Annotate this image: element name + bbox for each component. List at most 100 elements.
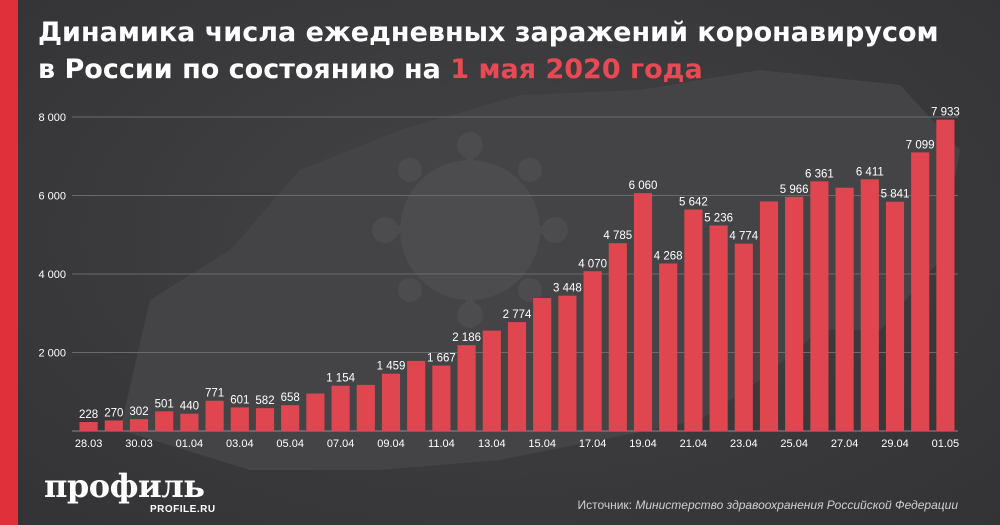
profile-logo[interactable]: профиль bbox=[44, 467, 205, 505]
data-label: 6 411 bbox=[856, 166, 884, 178]
data-label: 582 bbox=[255, 395, 274, 407]
x-tick-label: 29.04 bbox=[881, 438, 909, 450]
data-label: 1 667 bbox=[427, 353, 456, 365]
x-tick-label: 21.04 bbox=[680, 438, 708, 450]
data-label: 771 bbox=[205, 388, 224, 400]
data-label: 4 268 bbox=[654, 250, 683, 262]
x-tick-label: 03.04 bbox=[226, 438, 254, 450]
bar bbox=[810, 181, 829, 431]
x-tick-label: 11.04 bbox=[428, 438, 455, 450]
data-label: 4 774 bbox=[729, 231, 758, 243]
data-label: 6 361 bbox=[805, 168, 834, 180]
bar bbox=[482, 330, 501, 431]
data-label: 4 070 bbox=[578, 258, 607, 270]
data-label: 440 bbox=[180, 401, 199, 413]
accent-bar bbox=[0, 0, 18, 525]
bar bbox=[885, 201, 905, 431]
bar bbox=[230, 407, 249, 431]
data-label: 3 448 bbox=[553, 283, 582, 295]
data-label: 601 bbox=[230, 394, 249, 406]
bar bbox=[255, 408, 275, 431]
data-labels: 228 270 302 501 440 771 601 582 658 1 154 1 459 1 6… bbox=[79, 107, 960, 421]
x-tick-label: 30.03 bbox=[125, 438, 153, 450]
bar bbox=[104, 420, 123, 431]
source-prefix: Источник: bbox=[577, 498, 636, 512]
profile-logo-url[interactable]: PROFILE.RU bbox=[150, 504, 216, 515]
title-line-2-prefix: в России по состоянию на bbox=[38, 54, 451, 85]
data-label: 2 774 bbox=[503, 309, 532, 321]
data-label: 1 459 bbox=[377, 361, 406, 373]
bar bbox=[129, 419, 149, 431]
x-tick-label: 01.05 bbox=[932, 438, 960, 450]
x-tick-label: 23.04 bbox=[730, 438, 758, 450]
data-label: 2 186 bbox=[452, 332, 481, 344]
bar bbox=[608, 243, 627, 431]
bar bbox=[381, 373, 401, 431]
bar bbox=[79, 422, 98, 431]
bar bbox=[558, 295, 577, 431]
data-label: 1 154 bbox=[326, 373, 355, 385]
title-line-1: Динамика числа ежедневных заражений коро… bbox=[38, 17, 939, 48]
title-date-highlight: 1 мая 2020 года bbox=[450, 54, 703, 85]
x-tick-label: 15.04 bbox=[528, 438, 556, 450]
x-tick-label: 09.04 bbox=[377, 438, 405, 450]
data-label: 5 642 bbox=[679, 197, 708, 209]
bar bbox=[281, 405, 300, 431]
bar bbox=[356, 384, 375, 431]
bar bbox=[659, 263, 678, 431]
data-label: 5 841 bbox=[881, 189, 910, 201]
x-tick-label: 19.04 bbox=[629, 438, 657, 450]
data-label: 7 099 bbox=[906, 139, 935, 151]
y-tick-label: 2 000 bbox=[38, 348, 66, 360]
x-tick-label: 17.04 bbox=[579, 438, 607, 450]
bar bbox=[507, 322, 527, 431]
y-tick-label: 8 000 bbox=[38, 112, 66, 124]
x-tick-label: 25.04 bbox=[780, 438, 808, 450]
chart-title: Динамика числа ежедневных заражений коро… bbox=[38, 14, 978, 88]
bar bbox=[860, 179, 879, 431]
x-tick-label: 07.04 bbox=[327, 438, 355, 450]
x-tick-label: 13.04 bbox=[478, 438, 506, 450]
data-label: 5 236 bbox=[704, 212, 733, 224]
bar bbox=[180, 413, 199, 431]
x-tick-label: 01.04 bbox=[176, 438, 204, 450]
y-tick-label: 6 000 bbox=[38, 191, 66, 203]
bar bbox=[936, 119, 955, 431]
bar bbox=[407, 360, 426, 431]
bar bbox=[759, 201, 779, 431]
bar bbox=[432, 365, 451, 431]
source-name: Министерство здравоохранения Российской … bbox=[635, 498, 958, 512]
data-label: 7 933 bbox=[931, 107, 960, 119]
bar bbox=[155, 411, 174, 431]
x-tick-label: 05.04 bbox=[276, 438, 304, 450]
bar bbox=[533, 298, 552, 431]
bar bbox=[205, 400, 224, 431]
bar bbox=[306, 393, 325, 431]
data-label: 5 966 bbox=[780, 184, 809, 196]
bar bbox=[734, 243, 753, 431]
bar bbox=[911, 152, 930, 431]
data-label: 6 060 bbox=[629, 180, 658, 192]
bar bbox=[684, 209, 703, 431]
data-label: 4 785 bbox=[603, 230, 632, 242]
bars bbox=[79, 119, 955, 431]
bar bbox=[457, 345, 476, 431]
x-tick-label: 28.03 bbox=[75, 438, 103, 450]
data-label: 228 bbox=[79, 409, 98, 421]
bar bbox=[785, 196, 804, 431]
bar bbox=[709, 225, 728, 431]
y-tick-label: 4 000 bbox=[38, 269, 66, 281]
data-label: 302 bbox=[129, 406, 148, 418]
x-axis: 28.03 30.03 01.04 03.04 05.04 07.04 09.04 11.04… bbox=[75, 438, 959, 450]
bar bbox=[835, 187, 854, 431]
x-tick-label: 27.04 bbox=[831, 438, 859, 450]
bar-chart: 2 000 4 000 6 000 8 000 228 270 302 501 440 771 6… bbox=[38, 107, 960, 450]
data-label: 270 bbox=[104, 407, 123, 419]
source-note: Источник: Министерство здравоохранения Р… bbox=[577, 498, 958, 512]
data-label: 501 bbox=[155, 398, 174, 410]
y-axis: 2 000 4 000 6 000 8 000 bbox=[38, 112, 66, 360]
data-label: 658 bbox=[281, 392, 300, 404]
bar bbox=[583, 271, 602, 431]
bar bbox=[331, 385, 350, 431]
